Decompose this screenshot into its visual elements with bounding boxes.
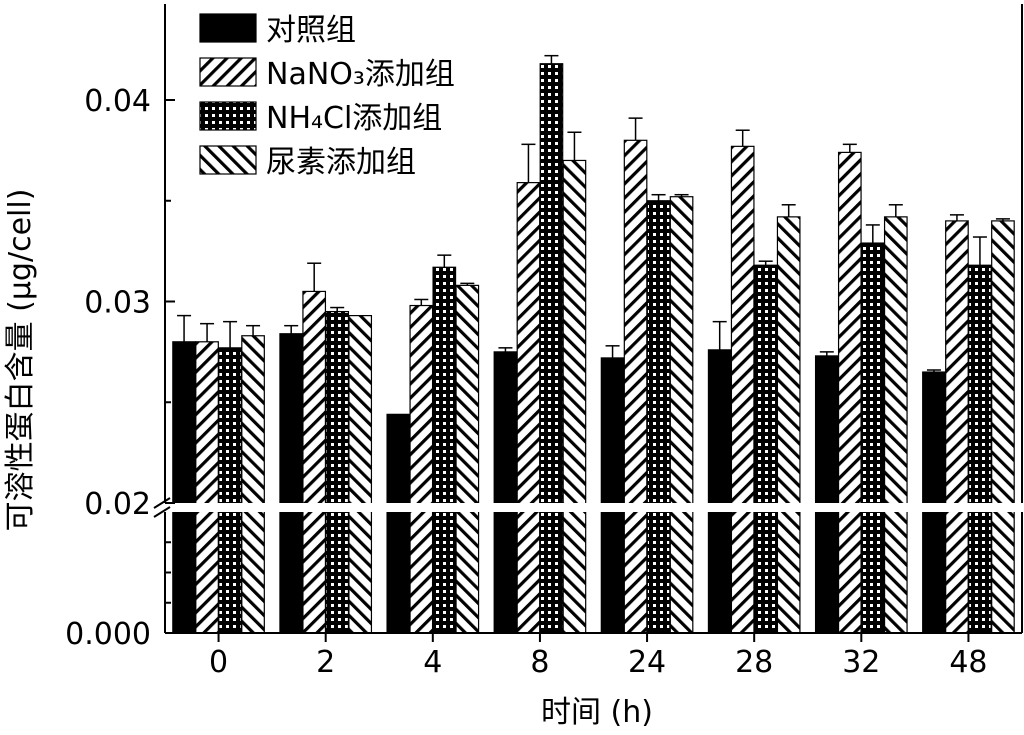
bars bbox=[157, 54, 1024, 634]
bar-0-5 bbox=[707, 349, 732, 634]
bar-1-6 bbox=[837, 151, 862, 634]
bar-2-1 bbox=[325, 310, 350, 634]
bar-3-6 bbox=[883, 216, 908, 634]
y-tick-label-upper-0: 0.02 bbox=[84, 487, 151, 522]
bar-3-0 bbox=[241, 335, 265, 634]
y-tick-label-upper-1: 0.03 bbox=[84, 286, 151, 321]
x-tick-label-5: 28 bbox=[735, 645, 773, 680]
legend-swatch-1 bbox=[199, 57, 257, 87]
bar-0-6 bbox=[814, 355, 839, 634]
bar-2-6 bbox=[860, 242, 885, 634]
y-tick-label-upper-2: 0.04 bbox=[84, 84, 151, 119]
bar-1-4 bbox=[623, 139, 648, 634]
x-tick-label-1: 2 bbox=[316, 645, 335, 680]
bar-1-0 bbox=[195, 341, 219, 634]
axis-break-mark-upper bbox=[153, 497, 171, 509]
legend-label-1: NaNO₃添加组 bbox=[266, 57, 455, 92]
axes bbox=[153, 4, 1023, 642]
legend-label-2: NH₄Cl添加组 bbox=[266, 101, 442, 136]
bar-1-2 bbox=[409, 304, 434, 634]
y-tick-labels: 0.02 0.03 0.04 0.000 bbox=[65, 84, 151, 652]
y-axis-title: 可溶性蛋白含量 (μg/cell) bbox=[3, 189, 38, 532]
bar-3-2 bbox=[455, 284, 480, 634]
x-tick-label-3: 8 bbox=[530, 645, 549, 680]
x-tick-label-2: 4 bbox=[423, 645, 442, 680]
legend-label-0: 对照组 bbox=[266, 13, 356, 48]
bar-3-5 bbox=[776, 216, 801, 634]
bar-0-0 bbox=[172, 341, 196, 634]
axis-break-mark-lower bbox=[153, 506, 171, 518]
legend-swatch-3 bbox=[199, 145, 257, 175]
legend-swatch-2 bbox=[199, 101, 257, 131]
x-tick-label-4: 24 bbox=[628, 645, 666, 680]
bar-0-4 bbox=[600, 357, 625, 634]
bar-2-5 bbox=[753, 264, 778, 634]
legend-label-3: 尿素添加组 bbox=[266, 145, 416, 180]
bar-0-7 bbox=[922, 371, 946, 634]
bar-3-3 bbox=[562, 159, 587, 634]
x-tick-label-0: 0 bbox=[209, 645, 228, 680]
bar-2-7 bbox=[968, 264, 992, 634]
bar-2-2 bbox=[432, 266, 457, 634]
bar-1-5 bbox=[730, 145, 755, 634]
bar-1-7 bbox=[945, 220, 969, 634]
x-tick-labels: 0 2 4 8 24 28 32 48 bbox=[209, 645, 988, 680]
x-tick-label-6: 32 bbox=[842, 645, 880, 680]
bar-0-2 bbox=[386, 413, 411, 634]
x-axis-title: 时间 (h) bbox=[541, 695, 653, 730]
bar-2-4 bbox=[646, 200, 671, 634]
bar-2-0 bbox=[218, 347, 242, 634]
bar-1-3 bbox=[516, 182, 541, 634]
y-tick-label-lower-0: 0.000 bbox=[65, 617, 151, 652]
bar-3-4 bbox=[669, 196, 694, 634]
legend-swatch-0 bbox=[199, 13, 257, 43]
x-tick-label-7: 48 bbox=[949, 645, 987, 680]
bar-0-1 bbox=[279, 333, 304, 634]
bar-1-1 bbox=[302, 290, 327, 634]
bar-2-3 bbox=[539, 63, 564, 634]
bar-0-3 bbox=[493, 351, 518, 634]
bar-3-7 bbox=[991, 220, 1015, 634]
bar-3-1 bbox=[348, 315, 373, 634]
axis-break-gap bbox=[157, 503, 1024, 512]
